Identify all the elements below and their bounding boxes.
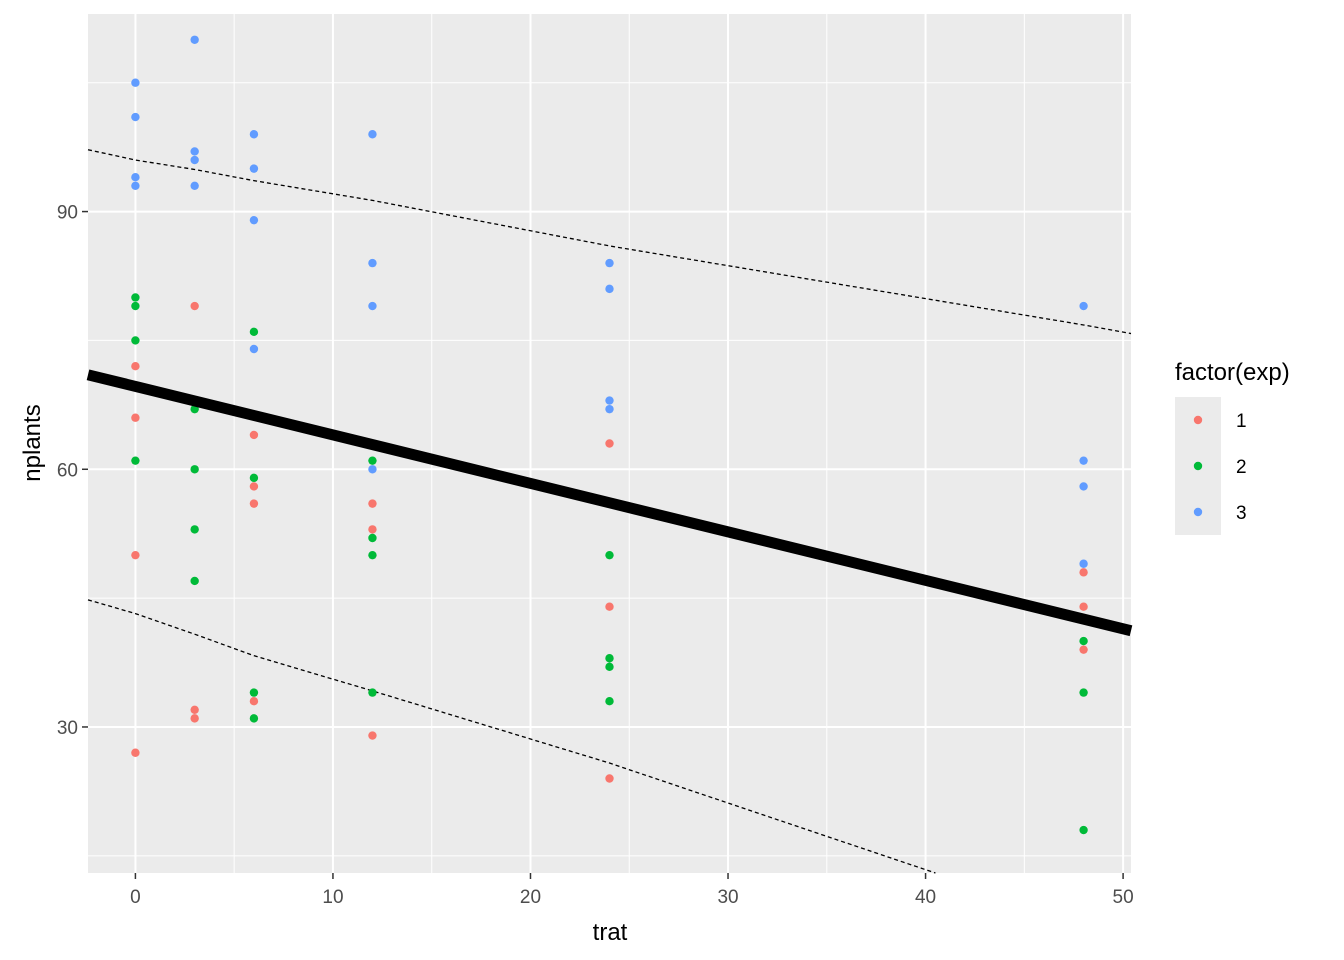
data-point-exp-2 xyxy=(190,465,199,474)
x-tick-label: 0 xyxy=(130,887,141,908)
data-point-exp-2 xyxy=(131,293,140,302)
upper-prediction-band xyxy=(87,149,1132,335)
x-tick-label: 10 xyxy=(322,887,343,908)
legend-key-dot-1 xyxy=(1193,415,1203,425)
x-tick-label: 20 xyxy=(520,887,541,908)
data-point-exp-2 xyxy=(249,714,259,723)
y-tick-label: 60 xyxy=(57,460,78,481)
data-point-exp-2 xyxy=(249,688,259,697)
data-point-exp-1 xyxy=(131,361,140,371)
data-point-exp-1 xyxy=(249,697,259,706)
data-point-exp-3 xyxy=(605,404,614,414)
data-point-exp-3 xyxy=(1079,456,1088,465)
legend-label-3: 3 xyxy=(1236,503,1247,524)
data-point-exp-1 xyxy=(131,550,140,560)
data-point-exp-3 xyxy=(131,173,140,182)
data-point-exp-2 xyxy=(190,525,199,534)
data-point-exp-1 xyxy=(605,774,614,783)
data-point-exp-2 xyxy=(605,654,614,663)
data-point-exp-2 xyxy=(131,456,140,465)
data-point-exp-2 xyxy=(605,550,614,560)
data-point-exp-1 xyxy=(1079,568,1088,577)
data-point-exp-1 xyxy=(1079,645,1088,654)
data-point-exp-2 xyxy=(605,662,614,672)
x-tick-label: 30 xyxy=(717,887,738,908)
data-point-exp-1 xyxy=(190,705,199,714)
data-point-exp-3 xyxy=(249,164,259,173)
legend-key-dot-3 xyxy=(1193,507,1203,517)
data-point-exp-2 xyxy=(368,533,377,543)
x-axis-title: trat xyxy=(593,919,628,946)
data-point-exp-2 xyxy=(249,327,259,337)
data-point-exp-2 xyxy=(368,688,377,697)
grid-lines xyxy=(88,14,1131,873)
data-point-exp-2 xyxy=(131,336,140,345)
data-point-exp-3 xyxy=(131,78,140,87)
legend-title: factor(exp) xyxy=(1175,359,1290,386)
legend-keys: 1 2 3 xyxy=(1175,397,1247,535)
prediction-bands xyxy=(87,149,1132,874)
data-point-exp-3 xyxy=(368,301,377,311)
fit-line-layer xyxy=(86,369,1133,637)
data-point-exp-1 xyxy=(249,430,259,440)
y-tick-label: 90 xyxy=(57,203,78,224)
data-point-exp-3 xyxy=(605,396,614,405)
data-point-exp-3 xyxy=(249,344,259,354)
legend-key-dot-2 xyxy=(1193,461,1203,471)
data-point-exp-1 xyxy=(249,499,259,508)
data-point-exp-2 xyxy=(368,550,377,560)
data-point-exp-3 xyxy=(190,181,199,190)
data-point-exp-1 xyxy=(605,439,614,448)
data-point-exp-3 xyxy=(368,258,377,268)
data-point-exp-3 xyxy=(190,35,199,44)
legend-label-2: 2 xyxy=(1236,457,1247,478)
data-point-exp-3 xyxy=(131,181,140,190)
data-points xyxy=(131,35,1088,835)
y-tick-label: 30 xyxy=(57,718,78,739)
data-point-exp-3 xyxy=(190,155,199,165)
data-point-exp-2 xyxy=(605,697,614,706)
data-point-exp-2 xyxy=(1079,688,1088,697)
data-point-exp-3 xyxy=(605,258,614,268)
data-point-exp-1 xyxy=(1079,602,1088,611)
legend-label-1: 1 xyxy=(1236,411,1247,432)
data-point-exp-1 xyxy=(368,731,377,740)
data-point-exp-2 xyxy=(368,456,377,465)
data-point-exp-2 xyxy=(131,301,140,311)
data-point-exp-2 xyxy=(1079,825,1088,835)
data-point-exp-1 xyxy=(131,413,140,422)
data-point-exp-3 xyxy=(368,130,377,139)
data-point-exp-3 xyxy=(605,284,614,294)
data-point-exp-3 xyxy=(1079,559,1088,568)
data-point-exp-1 xyxy=(368,499,377,508)
data-point-exp-3 xyxy=(1079,301,1088,311)
data-point-exp-3 xyxy=(249,215,259,225)
data-point-exp-2 xyxy=(190,576,199,586)
data-point-exp-3 xyxy=(190,147,199,156)
data-point-exp-1 xyxy=(190,714,199,723)
data-point-exp-1 xyxy=(368,525,377,534)
y-axis-title: nplants xyxy=(19,404,46,481)
x-tick-label: 40 xyxy=(915,887,936,908)
data-point-exp-3 xyxy=(368,465,377,474)
data-point-exp-3 xyxy=(1079,482,1088,491)
legend: factor(exp) 1 2 3 xyxy=(1175,359,1290,535)
data-point-exp-2 xyxy=(249,473,259,483)
x-tick-label: 50 xyxy=(1113,887,1134,908)
data-point-exp-2 xyxy=(1079,636,1088,646)
axis-ticks: 0 10 20 30 40 50 30 60 90 xyxy=(57,203,1134,908)
data-point-exp-3 xyxy=(249,130,259,139)
data-point-exp-1 xyxy=(249,482,259,491)
lower-prediction-band xyxy=(87,599,936,874)
regression-line xyxy=(86,369,1133,637)
data-point-exp-1 xyxy=(131,748,140,757)
data-point-exp-1 xyxy=(190,301,199,311)
data-point-exp-1 xyxy=(605,602,614,611)
data-point-exp-3 xyxy=(131,112,140,122)
